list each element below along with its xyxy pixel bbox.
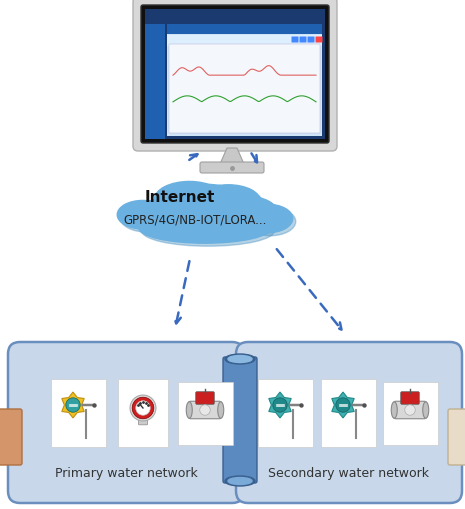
Circle shape: [130, 395, 156, 421]
FancyBboxPatch shape: [448, 409, 465, 465]
FancyBboxPatch shape: [320, 379, 376, 447]
Ellipse shape: [117, 201, 168, 230]
FancyBboxPatch shape: [8, 343, 244, 503]
Circle shape: [336, 398, 350, 412]
FancyBboxPatch shape: [178, 382, 232, 445]
FancyBboxPatch shape: [169, 45, 320, 134]
FancyBboxPatch shape: [394, 402, 426, 419]
Ellipse shape: [228, 356, 252, 363]
FancyBboxPatch shape: [401, 392, 419, 405]
Ellipse shape: [154, 182, 225, 218]
FancyBboxPatch shape: [299, 38, 306, 43]
Ellipse shape: [209, 196, 279, 234]
FancyBboxPatch shape: [196, 392, 214, 405]
Text: Secondary water network: Secondary water network: [268, 466, 430, 479]
Text: Primary water network: Primary water network: [54, 466, 197, 479]
FancyBboxPatch shape: [139, 417, 147, 425]
Circle shape: [136, 401, 150, 415]
FancyBboxPatch shape: [133, 0, 337, 152]
Ellipse shape: [157, 188, 259, 237]
FancyBboxPatch shape: [189, 402, 221, 419]
FancyBboxPatch shape: [200, 163, 264, 174]
FancyBboxPatch shape: [383, 382, 438, 445]
Circle shape: [66, 398, 80, 412]
Ellipse shape: [242, 205, 293, 233]
Circle shape: [132, 398, 154, 419]
FancyBboxPatch shape: [315, 38, 323, 43]
Circle shape: [405, 405, 415, 415]
Polygon shape: [220, 149, 244, 165]
FancyBboxPatch shape: [236, 343, 462, 503]
FancyBboxPatch shape: [167, 25, 322, 35]
Polygon shape: [62, 392, 84, 418]
Text: Internet: Internet: [145, 190, 215, 205]
Ellipse shape: [423, 402, 429, 418]
Ellipse shape: [196, 185, 260, 218]
Ellipse shape: [391, 402, 397, 418]
Ellipse shape: [142, 216, 274, 247]
Ellipse shape: [218, 402, 224, 418]
Circle shape: [200, 405, 210, 415]
Ellipse shape: [139, 213, 271, 244]
Ellipse shape: [154, 185, 256, 234]
FancyBboxPatch shape: [223, 357, 257, 483]
Ellipse shape: [133, 199, 199, 235]
FancyBboxPatch shape: [0, 409, 22, 465]
Ellipse shape: [186, 402, 192, 418]
Text: GPRS/4G/NB-IOT/LORA...: GPRS/4G/NB-IOT/LORA...: [123, 213, 267, 226]
Ellipse shape: [228, 477, 252, 485]
Ellipse shape: [120, 204, 171, 233]
Ellipse shape: [199, 188, 264, 221]
Ellipse shape: [245, 208, 296, 236]
FancyBboxPatch shape: [292, 38, 299, 43]
Ellipse shape: [225, 476, 255, 486]
FancyBboxPatch shape: [141, 6, 329, 144]
Ellipse shape: [225, 354, 255, 364]
Ellipse shape: [157, 185, 227, 221]
FancyBboxPatch shape: [145, 10, 325, 140]
Polygon shape: [269, 392, 291, 418]
FancyBboxPatch shape: [51, 379, 106, 447]
Ellipse shape: [212, 200, 282, 237]
FancyBboxPatch shape: [167, 36, 322, 47]
FancyBboxPatch shape: [307, 38, 314, 43]
FancyBboxPatch shape: [145, 25, 165, 140]
FancyBboxPatch shape: [258, 379, 312, 447]
Circle shape: [273, 398, 287, 412]
Polygon shape: [332, 392, 354, 418]
FancyBboxPatch shape: [167, 25, 322, 137]
Ellipse shape: [136, 202, 202, 238]
FancyBboxPatch shape: [118, 379, 168, 447]
